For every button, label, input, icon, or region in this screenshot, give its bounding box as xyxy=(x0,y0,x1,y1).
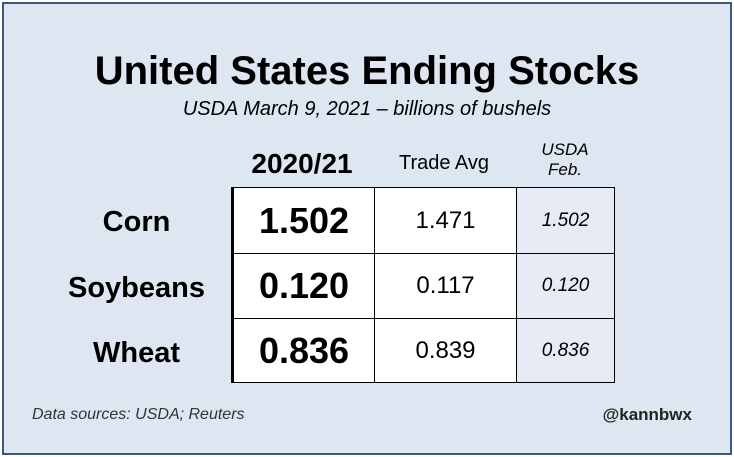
cell-soybeans-trade-avg: 0.117 xyxy=(374,254,516,318)
row-label-corn: Corn xyxy=(102,206,171,238)
column-header-usda-feb-line1: USDA xyxy=(541,140,589,159)
column-header-trade-avg: Trade Avg xyxy=(398,152,490,174)
cell-wheat-trade-avg: 0.839 xyxy=(374,319,516,382)
chart-subtitle: USDA March 9, 2021 – billions of bushels xyxy=(182,98,552,120)
cell-corn-usda-feb: 1.502 xyxy=(516,188,614,253)
column-header-usda-feb-line2: Feb. xyxy=(547,160,583,179)
cell-soybeans-2020-21: 0.120 xyxy=(232,254,374,318)
cell-wheat-usda-feb: 0.836 xyxy=(516,319,614,382)
cell-soybeans-usda-feb: 0.120 xyxy=(516,254,614,318)
table-row-divider xyxy=(232,253,614,254)
cell-corn-trade-avg: 1.471 xyxy=(374,188,516,253)
cell-corn-2020-21: 1.502 xyxy=(232,188,374,253)
author-handle: @kannbwx xyxy=(602,405,692,424)
row-label-soybeans: Soybeans xyxy=(68,272,205,304)
cell-wheat-2020-21: 0.836 xyxy=(232,319,374,382)
data-source-note: Data sources: USDA; Reuters xyxy=(32,406,245,423)
column-header-usda-feb: USDA Feb. xyxy=(515,140,615,180)
table-row-divider xyxy=(232,318,614,319)
row-label-wheat: Wheat xyxy=(93,337,180,369)
data-table: 1.502 1.471 1.502 0.120 0.117 0.120 0.83… xyxy=(231,187,615,383)
column-header-2020-21: 2020/21 xyxy=(251,148,353,179)
chart-title: United States Ending Stocks xyxy=(94,49,640,93)
